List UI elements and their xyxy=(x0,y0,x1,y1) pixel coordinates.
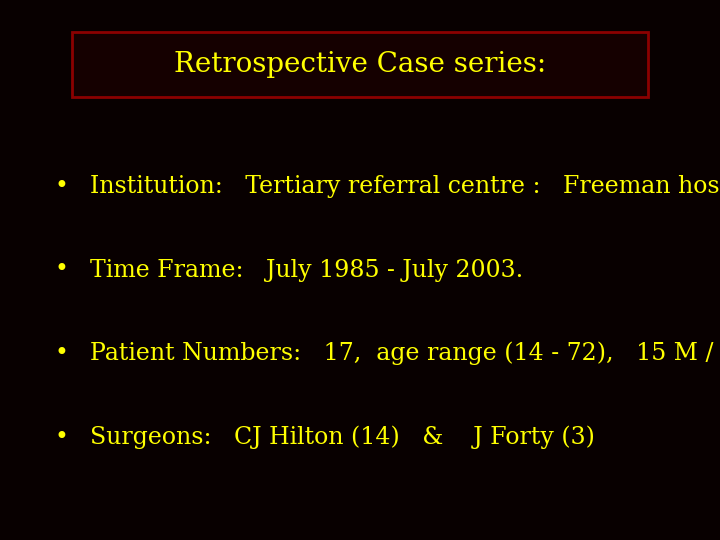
Text: Retrospective Case series:: Retrospective Case series: xyxy=(174,51,546,78)
Text: Patient Numbers:   17,  age range (14 - 72),   15 M / 2 F: Patient Numbers: 17, age range (14 - 72)… xyxy=(90,342,720,366)
Text: •: • xyxy=(54,426,68,449)
Text: •: • xyxy=(54,259,68,281)
Text: Time Frame:   July 1985 - July 2003.: Time Frame: July 1985 - July 2003. xyxy=(90,259,523,281)
Text: •: • xyxy=(54,175,68,198)
Text: Institution:   Tertiary referral centre :   Freeman hospital.: Institution: Tertiary referral centre : … xyxy=(90,175,720,198)
Text: •: • xyxy=(54,342,68,365)
Text: Surgeons:   CJ Hilton (14)   &    J Forty (3): Surgeons: CJ Hilton (14) & J Forty (3) xyxy=(90,426,595,449)
FancyBboxPatch shape xyxy=(72,32,648,97)
